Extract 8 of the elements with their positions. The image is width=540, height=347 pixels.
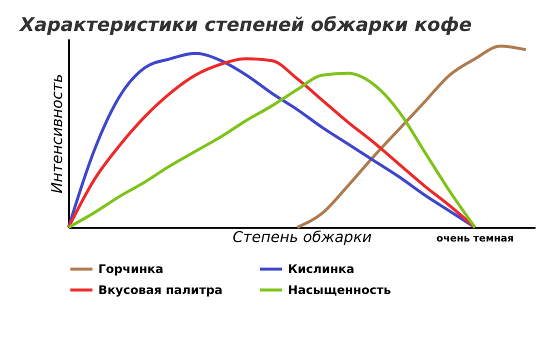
legend-label: Горчинка — [98, 262, 164, 276]
chart-title: Характеристики степеней обжарки кофе — [18, 14, 472, 36]
x-axis-title: Степень обжарки — [232, 228, 372, 246]
y-axis-title: Интенсивность — [48, 74, 66, 194]
legend-label: Кислинка — [288, 262, 354, 276]
legend-label: Вкусовая палитра — [98, 282, 223, 297]
legend-label: Насыщенность — [288, 282, 392, 297]
text: очень темная — [436, 233, 514, 244]
